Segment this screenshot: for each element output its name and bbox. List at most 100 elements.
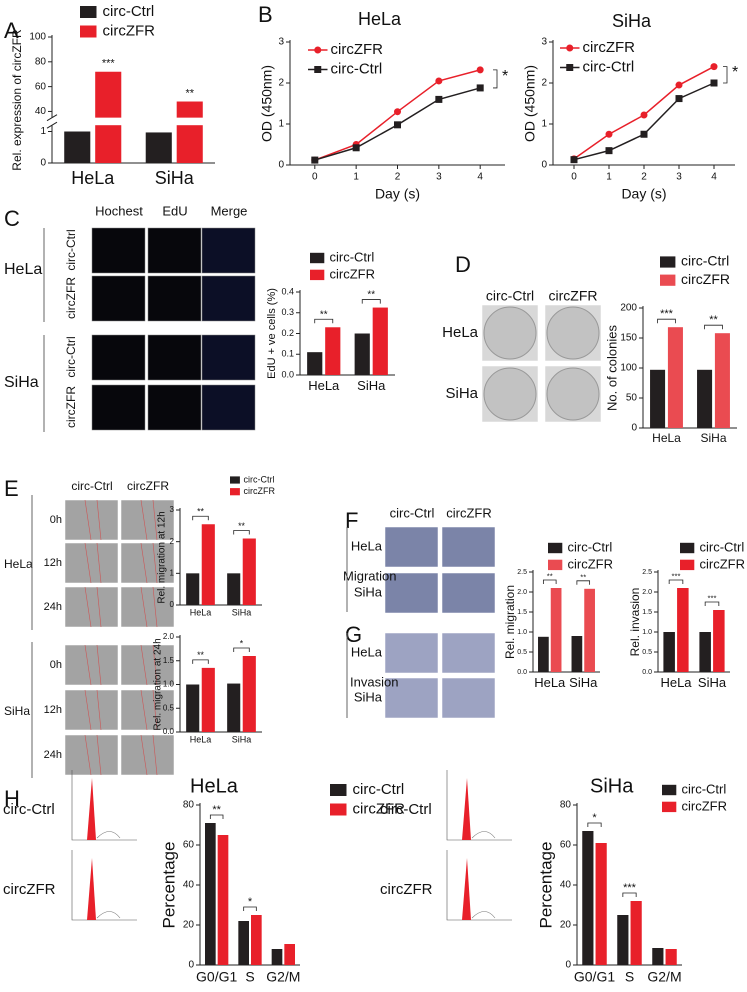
y-tick-label: 1 bbox=[40, 126, 46, 137]
y-tick-label: 0 bbox=[565, 960, 571, 971]
y-tick-label: 3 bbox=[541, 37, 547, 48]
sig-bracket bbox=[622, 892, 637, 897]
y-tick-label: 0.0 bbox=[517, 669, 527, 676]
sig-label: ** bbox=[185, 87, 194, 99]
point bbox=[605, 130, 613, 138]
image bbox=[120, 644, 175, 686]
y-tick-label: 0.2 bbox=[281, 328, 294, 338]
legend-swatch bbox=[330, 803, 347, 816]
x-tick-label: HeLa bbox=[660, 675, 692, 690]
x-tick-label: 3 bbox=[676, 172, 682, 183]
row-label: 24h bbox=[44, 601, 62, 613]
bar bbox=[271, 949, 283, 965]
y-axis-label: Rel. expression of circZFR bbox=[10, 29, 24, 171]
chart-title: SiHa bbox=[590, 775, 634, 797]
legend-label: circZFR bbox=[244, 486, 276, 496]
bar bbox=[713, 610, 725, 672]
image bbox=[441, 526, 496, 568]
legend-swatch bbox=[662, 801, 677, 813]
y-tick-label: 0 bbox=[541, 160, 547, 171]
x-tick-label: HeLa bbox=[190, 734, 212, 744]
legend-label: circ-Ctrl bbox=[353, 781, 405, 798]
bar bbox=[665, 949, 677, 965]
image bbox=[147, 384, 202, 431]
row-label: 12h bbox=[44, 704, 62, 716]
y-tick-label: 1.0 bbox=[642, 629, 652, 636]
bar bbox=[354, 333, 370, 375]
point bbox=[394, 121, 401, 129]
line bbox=[573, 82, 715, 161]
x-axis-label: Day (s) bbox=[621, 186, 666, 202]
point bbox=[675, 95, 683, 103]
bar bbox=[205, 823, 216, 965]
point bbox=[570, 156, 578, 164]
image bbox=[384, 526, 439, 568]
image bbox=[384, 677, 439, 719]
image bbox=[441, 632, 496, 674]
column-label: EdU bbox=[162, 203, 187, 218]
x-tick-label: 0 bbox=[571, 172, 577, 183]
legend-label: circZFR bbox=[700, 556, 746, 571]
x-tick-label: 1 bbox=[606, 172, 612, 183]
chart-title: HeLa bbox=[190, 775, 239, 797]
legend-label: circ-Ctrl bbox=[568, 539, 613, 554]
scratch-edge bbox=[84, 644, 92, 686]
row-label: HeLa bbox=[351, 538, 383, 553]
legend-swatch bbox=[548, 559, 563, 571]
column-label: circ-Ctrl bbox=[71, 479, 112, 493]
sig-bracket bbox=[314, 318, 334, 324]
sig-label: *** bbox=[708, 594, 717, 603]
bar bbox=[284, 944, 295, 965]
plate bbox=[546, 306, 600, 360]
y-tick-label: 1.5 bbox=[642, 609, 652, 616]
sig-label: ** bbox=[212, 804, 221, 816]
bar bbox=[699, 632, 711, 672]
y-tick-label: 100 bbox=[29, 32, 46, 43]
x-tick-label: 0 bbox=[312, 172, 318, 183]
bar bbox=[325, 327, 341, 375]
y-tick-label: 2 bbox=[278, 78, 284, 89]
legend-swatch bbox=[310, 252, 325, 264]
bar bbox=[176, 101, 203, 163]
legend-label: circ-Ctrl bbox=[681, 253, 729, 269]
group-label: Migration bbox=[343, 568, 396, 583]
image bbox=[91, 275, 146, 322]
image bbox=[64, 542, 119, 584]
y-axis-label: Rel. migration at 12h bbox=[157, 511, 168, 603]
bar bbox=[95, 71, 122, 163]
scratch-edge bbox=[96, 689, 102, 731]
y-tick-label: 80 bbox=[560, 800, 572, 811]
x-tick-label: HeLa bbox=[308, 378, 340, 393]
sig-label: * bbox=[732, 64, 738, 81]
x-tick-label: SiHa bbox=[155, 168, 195, 188]
image bbox=[201, 227, 256, 274]
sig-bracket bbox=[704, 324, 723, 330]
row-label: SiHa bbox=[354, 584, 383, 599]
scratch-edge bbox=[84, 689, 92, 731]
legend-label: circ-Ctrl bbox=[583, 58, 635, 75]
image bbox=[91, 384, 146, 431]
row-label: 0h bbox=[50, 514, 62, 526]
scratch-edge bbox=[96, 644, 102, 686]
panel-letter: D bbox=[455, 252, 471, 277]
y-tick-label: 40 bbox=[183, 880, 195, 891]
y-tick-label: 60 bbox=[183, 840, 195, 851]
histogram-hump bbox=[471, 911, 496, 919]
image bbox=[120, 499, 175, 541]
bar bbox=[201, 667, 215, 732]
image bbox=[64, 499, 119, 541]
y-tick-label: 1.5 bbox=[517, 609, 527, 616]
break-mark bbox=[46, 114, 58, 122]
y-axis-label: Percentage bbox=[159, 842, 178, 929]
column-label: circZFR bbox=[549, 288, 598, 304]
legend-label: circ-Ctrl bbox=[682, 781, 727, 796]
sig-label: * bbox=[592, 812, 597, 824]
row-label: HeLa bbox=[442, 324, 479, 341]
legend-swatch bbox=[80, 6, 97, 18]
legend-swatch bbox=[660, 256, 676, 268]
legend-swatch bbox=[548, 542, 563, 554]
scratch-edge bbox=[140, 542, 148, 584]
image bbox=[441, 677, 496, 719]
histogram-hump bbox=[96, 831, 121, 839]
